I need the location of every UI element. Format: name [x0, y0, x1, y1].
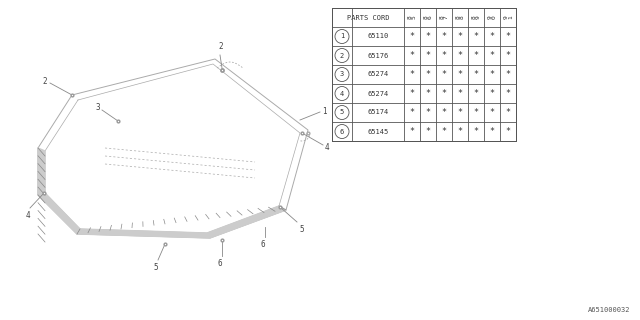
Text: PARTS CORD: PARTS CORD	[347, 14, 389, 20]
Text: *: *	[426, 127, 431, 136]
Bar	[332, 8, 516, 141]
Text: 4: 4	[340, 91, 344, 97]
Text: *: *	[474, 70, 479, 79]
Text: *: *	[442, 70, 447, 79]
Text: 5: 5	[154, 263, 158, 272]
Text: 9
1: 9 1	[503, 16, 513, 20]
Text: 6: 6	[218, 259, 222, 268]
Text: 4: 4	[26, 211, 30, 220]
Text: *: *	[410, 108, 415, 117]
Text: *: *	[474, 127, 479, 136]
Text: *: *	[474, 51, 479, 60]
Text: *: *	[474, 89, 479, 98]
Text: 5: 5	[299, 225, 303, 234]
Text: *: *	[474, 32, 479, 41]
Text: 65110: 65110	[367, 34, 388, 39]
Text: *: *	[426, 89, 431, 98]
Polygon shape	[77, 206, 286, 238]
Text: *: *	[474, 108, 479, 117]
Text: 6: 6	[340, 129, 344, 134]
Text: 2: 2	[340, 52, 344, 59]
Text: *: *	[490, 127, 495, 136]
Text: *: *	[506, 70, 511, 79]
Text: 65174: 65174	[367, 109, 388, 116]
Text: *: *	[490, 51, 495, 60]
Text: *: *	[442, 127, 447, 136]
Text: *: *	[490, 108, 495, 117]
Text: *: *	[506, 108, 511, 117]
Polygon shape	[38, 148, 80, 234]
Text: *: *	[458, 70, 463, 79]
Text: 1: 1	[322, 107, 326, 116]
Text: 65274: 65274	[367, 71, 388, 77]
Text: *: *	[426, 70, 431, 79]
Text: 9
0: 9 0	[487, 16, 497, 20]
Text: *: *	[426, 108, 431, 117]
Text: 8
7: 8 7	[439, 16, 449, 20]
Text: *: *	[426, 51, 431, 60]
Text: *: *	[410, 127, 415, 136]
Text: *: *	[410, 51, 415, 60]
Text: 3: 3	[340, 71, 344, 77]
Text: 3: 3	[95, 103, 100, 113]
Text: *: *	[410, 89, 415, 98]
Text: *: *	[458, 32, 463, 41]
Text: *: *	[410, 32, 415, 41]
Text: *: *	[442, 89, 447, 98]
Text: *: *	[490, 70, 495, 79]
Text: 65274: 65274	[367, 91, 388, 97]
Text: *: *	[442, 32, 447, 41]
Text: *: *	[442, 108, 447, 117]
Text: *: *	[458, 108, 463, 117]
Text: 2: 2	[42, 76, 47, 85]
Text: *: *	[442, 51, 447, 60]
Text: *: *	[458, 89, 463, 98]
Text: 4: 4	[325, 142, 330, 151]
Text: 5: 5	[340, 109, 344, 116]
Text: 2: 2	[219, 42, 223, 51]
Text: *: *	[506, 51, 511, 60]
Text: 8
6: 8 6	[423, 16, 433, 20]
Text: *: *	[458, 127, 463, 136]
Text: 65145: 65145	[367, 129, 388, 134]
Text: *: *	[506, 89, 511, 98]
Text: 6: 6	[260, 240, 266, 249]
Text: 65176: 65176	[367, 52, 388, 59]
Text: *: *	[506, 127, 511, 136]
Text: *: *	[490, 89, 495, 98]
Text: *: *	[490, 32, 495, 41]
Text: *: *	[506, 32, 511, 41]
Text: *: *	[426, 32, 431, 41]
Text: 1: 1	[340, 34, 344, 39]
Text: 8
9: 8 9	[471, 16, 481, 20]
Text: 8
5: 8 5	[407, 16, 417, 20]
Text: 8
8: 8 8	[455, 16, 465, 20]
Text: *: *	[458, 51, 463, 60]
Text: A651000032: A651000032	[588, 307, 630, 313]
Text: *: *	[410, 70, 415, 79]
